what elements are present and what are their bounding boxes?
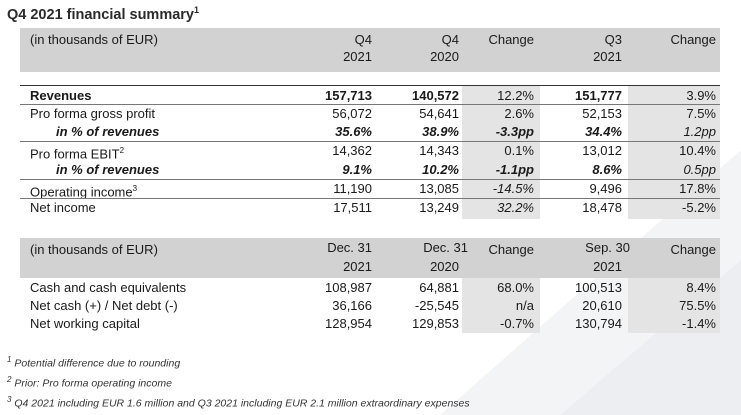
col-header-q4-2020: Q4 xyxy=(441,32,459,47)
cell-value: 7.5% xyxy=(686,106,716,121)
col-header-change-qoq-2: Change xyxy=(670,242,716,257)
cell-value: 108,987 xyxy=(325,280,372,295)
cell-value: -1.1pp xyxy=(495,162,534,177)
balance-table-unit-label: (in thousands of EUR) xyxy=(30,242,158,257)
cell-value: 14,343 xyxy=(419,143,459,158)
cell-value: n/a xyxy=(515,298,534,313)
row-label: Cash and cash equivalents xyxy=(30,280,187,295)
footnote-marker: 2 xyxy=(119,146,125,155)
col-header-dec31-2020-year: 2020 xyxy=(430,259,459,274)
cell-value: 20,610 xyxy=(582,298,622,313)
cell-value: 36,166 xyxy=(332,298,372,313)
change-column-shade-3 xyxy=(462,278,540,333)
cell-value: -5.2% xyxy=(682,200,716,215)
cell-value: 13,085 xyxy=(419,181,459,196)
row-label: in % of revenues xyxy=(56,162,160,177)
row-separator xyxy=(20,198,720,199)
row-label: Net working capital xyxy=(30,316,140,331)
cell-value: 0.5pp xyxy=(683,162,716,177)
cell-value: 10.4% xyxy=(679,143,716,158)
cell-value: 17,511 xyxy=(333,200,372,215)
cell-value: 100,513 xyxy=(575,280,622,295)
cell-value: 35.6% xyxy=(335,124,372,139)
cell-value: 10.2% xyxy=(422,162,459,177)
cell-value: 18,478 xyxy=(582,200,622,215)
col-header-sep30-2021-year: 2021 xyxy=(593,259,622,274)
row-label: Operating income3 xyxy=(30,184,138,200)
row-label: Net cash (+) / Net debt (-) xyxy=(30,298,178,313)
cell-value: 9,496 xyxy=(589,181,622,196)
cell-value: 157,713 xyxy=(325,88,372,103)
cell-value: -25,545 xyxy=(414,298,459,313)
cell-value: 140,572 xyxy=(412,88,459,103)
col-header-dec31-2020: Dec. 31 xyxy=(423,240,468,255)
col-header-sep30-2021: Sep. 30 xyxy=(585,240,630,255)
cell-value: 68.0% xyxy=(497,280,534,295)
cell-value: 8.6% xyxy=(592,162,622,177)
cell-value: 32.2% xyxy=(497,200,534,215)
page-title: Q4 2021 financial summary1 xyxy=(7,5,200,23)
cell-value: 151,777 xyxy=(575,88,622,103)
row-label: Net income xyxy=(30,200,96,215)
col-header-q4-2021-year: 2021 xyxy=(343,49,372,64)
row-label: Pro forma EBIT2 xyxy=(30,146,125,162)
cell-value: 54,641 xyxy=(419,106,459,121)
col-header-dec31-2021-year: 2021 xyxy=(343,259,372,274)
income-table-top-rule xyxy=(20,85,720,86)
row-separator xyxy=(20,141,720,142)
cell-value: 1.2pp xyxy=(683,124,716,139)
cell-value: 56,072 xyxy=(332,106,372,121)
col-header-dec31-2021: Dec. 31 xyxy=(327,240,372,255)
cell-value: 34.4% xyxy=(585,124,622,139)
col-header-change-qoq: Change xyxy=(670,32,716,47)
col-header-change-yoy-2: Change xyxy=(488,242,534,257)
cell-value: 9.1% xyxy=(342,162,372,177)
cell-value: 128,954 xyxy=(325,316,372,331)
cell-value: 12.2% xyxy=(497,88,534,103)
cell-value: -0.7% xyxy=(500,316,534,331)
change-column-shade-1 xyxy=(462,85,540,219)
cell-value: -3.3pp xyxy=(495,124,534,139)
income-table-unit-label: (in thousands of EUR) xyxy=(30,32,158,47)
cell-value: 75.5% xyxy=(679,298,716,313)
col-header-q4-2021: Q4 xyxy=(354,32,372,47)
cell-value: 0.1% xyxy=(504,143,534,158)
cell-value: 3.9% xyxy=(686,88,716,103)
cell-value: 64,881 xyxy=(419,280,459,295)
cell-value: 38.9% xyxy=(422,124,459,139)
row-separator xyxy=(20,179,720,180)
cell-value: 2.6% xyxy=(504,106,534,121)
title-footnote-marker: 1 xyxy=(194,5,200,15)
cell-value: 8.4% xyxy=(686,280,716,295)
change-column-shade-4 xyxy=(628,278,720,333)
cell-value: 129,853 xyxy=(412,316,459,331)
row-separator xyxy=(20,104,720,105)
cell-value: 130,794 xyxy=(575,316,622,331)
change-column-shade-2 xyxy=(628,85,720,219)
cell-value: 14,362 xyxy=(332,143,372,158)
col-header-q3-2021: Q3 xyxy=(604,32,622,47)
cell-value: 13,012 xyxy=(582,143,622,158)
cell-value: -14.5% xyxy=(492,181,534,196)
row-label: in % of revenues xyxy=(56,124,160,139)
col-header-change-yoy: Change xyxy=(488,32,534,47)
cell-value: 11,190 xyxy=(333,181,372,196)
cell-value: 52,153 xyxy=(582,106,622,121)
cell-value: 17.8% xyxy=(679,181,716,196)
footnote-1: 1 Potential difference due to rounding xyxy=(7,355,181,370)
footnote-3: 3 Q4 2021 including EUR 1.6 million and … xyxy=(7,395,470,410)
footnote-2: 2 Prior: Pro forma operating income xyxy=(7,375,172,390)
income-table-header-band xyxy=(20,28,720,72)
row-label: Revenues xyxy=(30,88,92,103)
balance-table-header-band xyxy=(20,238,720,278)
footnote-marker: 3 xyxy=(132,184,138,193)
col-header-q3-2021-year: 2021 xyxy=(593,49,622,64)
cell-value: 13,249 xyxy=(419,200,459,215)
col-header-q4-2020-year: 2020 xyxy=(430,49,459,64)
cell-value: -1.4% xyxy=(682,316,716,331)
row-label: Pro forma gross profit xyxy=(30,106,155,121)
